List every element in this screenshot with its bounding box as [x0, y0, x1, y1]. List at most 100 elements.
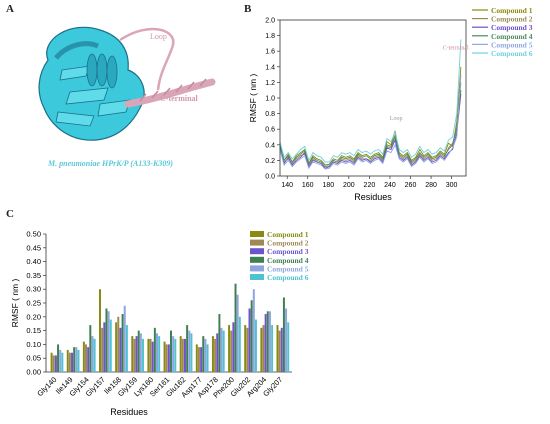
bar-glu202-compound-4 [250, 300, 253, 372]
bar-chart-y-tick-label: 0.45 [26, 243, 41, 252]
bar-glu162-compound-3 [183, 338, 186, 372]
bar-ile149-compound-2 [68, 352, 71, 372]
bar-chart-y-tick-label: 0.10 [26, 340, 41, 349]
bar-asp178-compound-5 [220, 327, 223, 372]
line-chart-y-tick-label: 0.4 [265, 142, 275, 149]
bar-ile149-compound-6 [77, 349, 80, 372]
line-chart-y-tick-label: 1.4 [265, 64, 275, 71]
rmsf-bar-chart: 0.00 0.05 0.10 0.15 0.20 0.25 0.30 0.35 0.40 0.45… [10, 230, 309, 418]
line-chart-x-tick-label: 280 [425, 182, 437, 189]
line-series-compound-1 [279, 66, 462, 166]
bar-lys160-compound-5 [156, 333, 158, 372]
bar-ile158-compound-2 [117, 316, 120, 372]
panel-b-letter: B [244, 3, 252, 15]
bar-lys160-compound-3 [151, 341, 154, 372]
bar-glu162-compound-4 [186, 325, 189, 372]
bar-arg204-compound-1 [260, 327, 263, 372]
legend-label: Compound 5 [491, 40, 533, 49]
bar-asp178-compound-1 [211, 336, 214, 372]
line-chart-x-tick-label: 300 [446, 182, 458, 189]
line-chart-x-tick-label: 200 [343, 182, 355, 189]
bar-ser161-compound-3 [167, 344, 170, 372]
bar-phe200-compound-1 [228, 325, 231, 372]
bar-phe200-compound-4 [234, 283, 237, 372]
line-chart-y-tick-label: 1.8 [265, 33, 275, 40]
line-series-compound-3 [279, 94, 462, 169]
line-chart-x-axis-label: Residues [354, 192, 392, 202]
bar-lys160-compound-2 [149, 338, 152, 372]
bar-chart-x-axis-label: Residues [110, 407, 148, 417]
bar-gly154-compound-5 [91, 336, 94, 372]
line-series-compound-6 [279, 39, 462, 163]
bar-asp178-compound-3 [216, 333, 219, 372]
bar-gly157-compound-3 [103, 322, 106, 372]
legend-swatch [250, 265, 264, 272]
legend-label: Compound 6 [267, 273, 309, 282]
legend-swatch [250, 248, 264, 255]
bar-gly140-compound-5 [59, 349, 62, 372]
bar-gly157-compound-6 [109, 319, 112, 372]
legend-label: Compound 4 [491, 32, 533, 41]
bar-ser161-compound-6 [174, 338, 177, 372]
bar-chart-y-tick-label: 0.15 [26, 326, 41, 335]
line-chart-y-tick-label: 2.0 [265, 18, 275, 25]
legend-label: Compound 2 [267, 239, 309, 248]
bar-asp177-compound-3 [200, 347, 203, 372]
bar-glu202-compound-6 [254, 319, 257, 372]
bar-asp178-compound-6 [222, 330, 225, 372]
rmsf-line-chart: 140 160 180 200 220 240 260 280 300 0.0 0.2 0.4 0.6… [248, 6, 533, 202]
bar-chart-x-tick-label: Gly140 [35, 375, 58, 398]
legend-label: Compound 1 [491, 6, 533, 15]
loop-label: Loop [150, 32, 167, 41]
legend-label: Compound 3 [267, 247, 309, 256]
bar-ile158-compound-6 [125, 325, 128, 372]
bar-gly207-compound-4 [282, 297, 285, 372]
bar-asp178-compound-4 [218, 314, 221, 372]
bar-glu202-compound-2 [246, 327, 249, 372]
bar-glu162-compound-2 [181, 338, 184, 372]
line-chart-y-tick-label: 0.0 [265, 174, 275, 181]
line-chart-x-tick-label: 260 [405, 182, 417, 189]
line-chart-annotation-loop: Loop [390, 116, 403, 122]
bar-ser161-compound-1 [163, 341, 166, 372]
bar-phe200-compound-5 [236, 294, 239, 372]
bar-gly207-compound-6 [287, 322, 290, 372]
line-series-compound-5 [279, 74, 462, 170]
bar-gly154-compound-4 [89, 325, 92, 372]
bar-lys160-compound-6 [158, 336, 161, 372]
protein-ribbon-illustration [38, 26, 216, 141]
bar-chart-y-tick-label: 0.30 [26, 285, 41, 294]
legend-label: Compound 4 [267, 256, 309, 265]
line-chart-y-tick-label: 1.6 [265, 49, 275, 56]
bar-gly154-compound-3 [87, 347, 90, 372]
bar-gly207-compound-5 [285, 308, 288, 372]
line-chart-y-tick-label: 1.0 [265, 96, 275, 103]
bar-gly207-compound-1 [276, 325, 279, 372]
bar-glu162-compound-5 [188, 330, 191, 372]
legend-label: Compound 2 [491, 15, 533, 24]
panel-a-letter: A [6, 3, 14, 15]
bar-gly154-compound-1 [82, 341, 85, 372]
bar-ser161-compound-2 [165, 344, 168, 372]
bar-chart-y-tick-label: 0.00 [26, 368, 41, 377]
line-chart-x-tick-label: 180 [322, 182, 334, 189]
bar-glu202-compound-1 [244, 325, 247, 372]
line-chart-x-tick-label: 160 [302, 182, 314, 189]
bar-chart-y-tick-label: 0.25 [26, 299, 41, 308]
bar-gly140-compound-2 [52, 355, 55, 372]
bar-glu162-compound-6 [190, 333, 193, 372]
bar-arg204-compound-5 [268, 311, 271, 372]
bar-ile149-compound-5 [75, 347, 78, 372]
bar-ile149-compound-4 [73, 347, 76, 372]
bar-ile158-compound-5 [123, 305, 126, 372]
bar-ile158-compound-4 [121, 314, 124, 372]
line-chart-annotation-c-terminal: C-terminal [443, 46, 469, 52]
bar-gly159-compound-2 [133, 338, 136, 372]
bar-phe200-compound-6 [238, 316, 241, 372]
legend-swatch [250, 231, 264, 237]
bar-glu162-compound-1 [179, 336, 182, 372]
line-chart-y-tick-label: 0.2 [265, 158, 275, 165]
bar-gly140-compound-1 [50, 352, 53, 372]
bar-arg204-compound-2 [262, 325, 265, 372]
